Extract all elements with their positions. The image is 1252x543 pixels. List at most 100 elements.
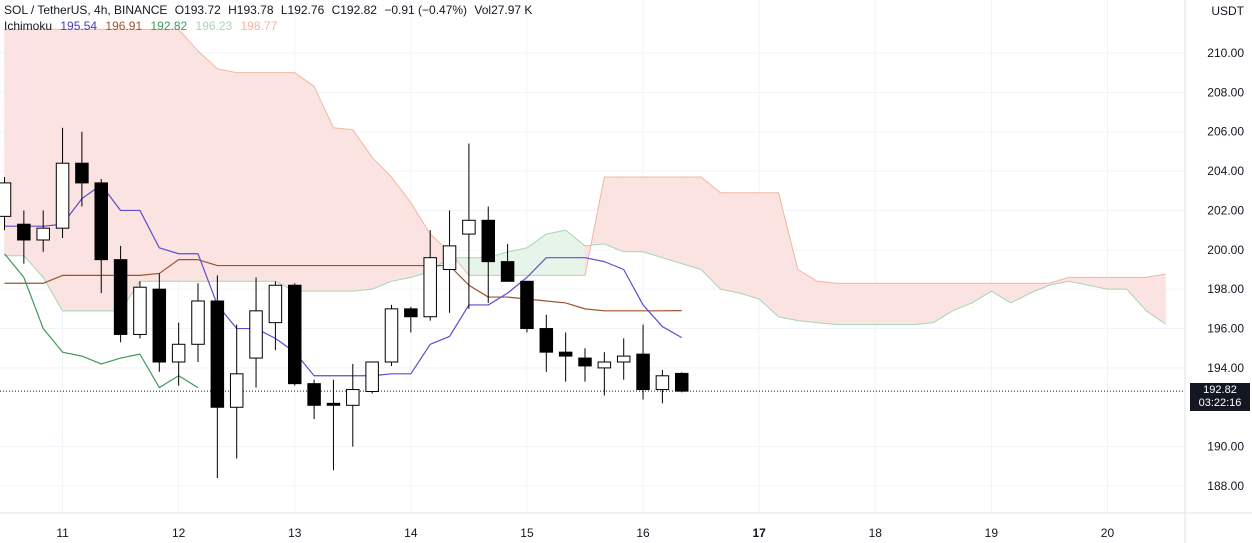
candle <box>481 206 495 303</box>
candle <box>423 230 437 321</box>
candle-body-bull <box>423 257 437 318</box>
candle-body-bear <box>500 261 515 282</box>
candle <box>442 210 457 313</box>
ohlc-low: L192.76 <box>280 3 325 17</box>
cloud-segment <box>855 282 876 325</box>
candle-body-bull <box>133 286 147 335</box>
cloud-segment <box>217 68 237 282</box>
candle-body-bull <box>655 375 670 391</box>
candle-body-bear <box>75 162 89 184</box>
candle <box>404 306 418 333</box>
cloud-segment <box>681 176 702 270</box>
ohlc-open: O193.72 <box>174 3 221 17</box>
candle-body-bull <box>55 162 70 229</box>
candle <box>384 304 399 366</box>
candle <box>191 283 205 363</box>
indicator-name: Ichimoku <box>4 19 53 33</box>
candle-body-bear <box>307 383 321 406</box>
cloud-segment <box>836 282 857 325</box>
currency-unit: USDT <box>1211 4 1244 18</box>
candle-body-bull <box>616 355 631 363</box>
cloud-segment <box>623 176 644 253</box>
candle-body-bear <box>539 328 554 353</box>
candle-body-bull <box>268 284 283 324</box>
cloud-segment <box>159 29 179 282</box>
candle <box>636 324 650 400</box>
cloud-segment <box>662 176 683 265</box>
candle <box>616 338 631 380</box>
date-tick-label: 12 <box>172 526 186 540</box>
cloud-segment <box>526 233 547 276</box>
candle-body-bear <box>326 402 341 406</box>
cloud-segment <box>4 29 25 257</box>
date-tick-label: 17 <box>752 526 766 540</box>
price-tick-label: 208.00 <box>1207 85 1244 99</box>
candle <box>288 283 302 386</box>
candle <box>36 210 50 252</box>
candle-body-bull <box>597 361 612 369</box>
date-tick-label: 18 <box>869 526 883 540</box>
candle <box>346 363 360 447</box>
candle <box>365 361 379 394</box>
lagging-span <box>4 253 199 389</box>
cloud-segment <box>565 229 586 276</box>
candle <box>578 348 592 382</box>
cloud-segment <box>1068 277 1089 286</box>
candle-body-bear <box>578 357 592 367</box>
cloud-segment <box>1145 273 1166 325</box>
cloud-segment <box>178 28 199 282</box>
cloud-segment <box>275 72 296 292</box>
candle <box>520 280 534 333</box>
candle <box>462 143 476 309</box>
date-tick-label: 16 <box>636 526 650 540</box>
candle <box>0 176 12 231</box>
candle-body-bear <box>481 219 495 263</box>
cloud-segment <box>894 282 915 325</box>
leading-span-b <box>4 28 1166 284</box>
candle <box>307 379 321 420</box>
last-price-tag: 192.82 03:22:16 <box>1190 383 1250 411</box>
candle-body-bull <box>229 373 244 408</box>
candle <box>113 245 128 343</box>
cloud-segment <box>371 156 392 290</box>
candle-body-bear <box>675 372 689 392</box>
conversion-line <box>4 184 683 377</box>
date-tick-label: 20 <box>1101 526 1115 540</box>
candle <box>675 372 689 393</box>
candle <box>133 281 147 339</box>
candle-body-bull <box>365 361 379 393</box>
symbol-title[interactable]: SOL / TetherUS, 4h, BINANCE <box>4 3 168 17</box>
cloud-segment <box>797 268 818 323</box>
cloud-segment <box>739 192 760 300</box>
cloud-segment <box>236 72 257 282</box>
cloud-segment <box>913 282 934 325</box>
candle-body-bear <box>17 223 31 241</box>
cloud-segment <box>816 280 837 325</box>
candle-body-bear <box>210 300 225 408</box>
indicator-value-conversion: 195.54 <box>60 19 98 33</box>
candle <box>210 275 225 479</box>
cloud-segment <box>313 86 334 292</box>
price-tick-label: 194.00 <box>1207 361 1244 375</box>
candle <box>597 352 612 396</box>
candle-body-bear <box>152 288 167 363</box>
cloud-segment <box>545 229 566 276</box>
price-tick-label: 206.00 <box>1207 125 1244 139</box>
candle-body-bear <box>404 308 418 318</box>
candle-body-bull <box>36 227 50 241</box>
candle <box>558 332 573 382</box>
candle-body-bear <box>94 182 108 261</box>
candle <box>326 379 341 471</box>
price-tick-label: 188.00 <box>1207 479 1244 493</box>
ichimoku-cloud <box>4 28 1166 325</box>
bar-countdown: 03:22:16 <box>1198 397 1242 409</box>
indicator-legend[interactable]: Ichimoku 195.54 196.91 192.82 196.23 198… <box>4 18 282 34</box>
candle-body-bull <box>0 182 12 217</box>
candle <box>268 281 283 351</box>
cloud-segment <box>604 176 625 253</box>
time-axis[interactable]: 11 12 13 14 15 16 17 18 19 20 <box>56 526 1114 540</box>
candle-body-bull <box>384 308 399 363</box>
date-tick-label: 13 <box>288 526 302 540</box>
price-axis[interactable]: 188.00 190.00 194.00 196.00 198.00 200.00 202.… <box>1207 46 1244 493</box>
